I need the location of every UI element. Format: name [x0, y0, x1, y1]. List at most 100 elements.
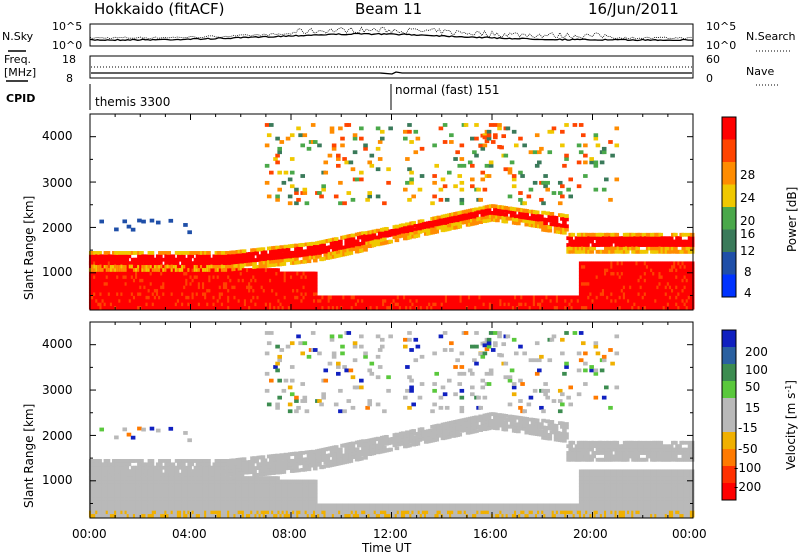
- power-echo-cell: [446, 226, 452, 231]
- power-echo-cell: [470, 136, 475, 141]
- power-echo-cell: [511, 177, 517, 182]
- power-echo-cell: [321, 184, 326, 189]
- power-echo-cell: [599, 232, 605, 237]
- power-echo-cell: [162, 251, 167, 255]
- cpid-mode-themis: themis 3300: [95, 95, 170, 109]
- power-echo-cell: [369, 153, 375, 158]
- power-echo-cell: [547, 225, 553, 230]
- velocity-echo-cell: [164, 469, 169, 474]
- power-echo-cell: [438, 126, 444, 131]
- power-echo-cell: [114, 227, 119, 232]
- power-echo-cell: [97, 251, 102, 255]
- power-echo-cell: [591, 232, 597, 237]
- power-echo-cell: [614, 236, 620, 241]
- power-echo-cell: [166, 251, 172, 255]
- velocity-echo-cell: [137, 426, 142, 431]
- power-echo-cell: [403, 129, 408, 134]
- power-echo-cell: [677, 239, 682, 244]
- power-echo-cell: [601, 146, 607, 151]
- velocity-echo-cell: [149, 426, 155, 431]
- date-title: 16/Jun/2011: [588, 0, 679, 18]
- power-echo-cell: [593, 187, 599, 192]
- power-echo-cell: [474, 207, 479, 212]
- power-echo-cell: [442, 221, 448, 225]
- power-echo-cell: [507, 194, 513, 199]
- power-echo-cell: [664, 236, 670, 241]
- power-echo-cell: [413, 129, 419, 134]
- power-echo-cell: [432, 223, 437, 228]
- power-echo-cell: [541, 180, 546, 185]
- nsearch-trace: [89, 26, 694, 40]
- power-cbar-swatch: [722, 139, 736, 163]
- power-echo-cell: [493, 204, 498, 209]
- power-echo-cell: [285, 247, 291, 252]
- power-echo-cell: [532, 180, 538, 185]
- power-echo-cell: [135, 257, 140, 262]
- power-echo-cell: [507, 170, 513, 175]
- power-echo-cell: [480, 212, 486, 217]
- power-echo-cell: [321, 256, 326, 261]
- power-echo-cell: [681, 232, 687, 237]
- power-echo-cell: [264, 257, 270, 261]
- velocity-echo-cell: [93, 459, 98, 463]
- power-echo-cell: [497, 126, 502, 131]
- power-echo-cell: [377, 157, 383, 161]
- power-echo-cell: [283, 170, 289, 175]
- power-echo-cell: [371, 236, 377, 241]
- power-echo-cell: [480, 146, 486, 151]
- power-echo-cell: [474, 221, 479, 225]
- power-echo-cell: [375, 194, 381, 199]
- power-echo-cell: [482, 135, 488, 140]
- power-echo-cell: [275, 194, 280, 199]
- power-echo-cell: [428, 220, 433, 225]
- power-echo-cell: [518, 197, 523, 202]
- power-cbar-swatch: [722, 117, 736, 140]
- velocity-echo-cell: [166, 462, 172, 467]
- power-echo-cell: [509, 213, 515, 218]
- power-echo-cell: [457, 224, 463, 229]
- power-echo-cell: [386, 167, 391, 172]
- power-echo-cell: [474, 136, 479, 141]
- power-echo-cell: [405, 222, 410, 227]
- power-echo-cell: [545, 211, 550, 216]
- power-echo-cell: [593, 163, 599, 168]
- power-echo-cell: [601, 236, 607, 241]
- power-echo-cell: [608, 243, 613, 247]
- power-echo-cell: [168, 261, 174, 266]
- power-echo-cell: [472, 218, 477, 222]
- power-echo-cell: [254, 251, 259, 256]
- power-echo-cell: [336, 163, 341, 168]
- power-echo-cell: [620, 239, 626, 244]
- power-echo-cell: [618, 246, 624, 251]
- power-echo-cell: [312, 278, 318, 283]
- power-echo-cell: [455, 221, 460, 226]
- power-echo-cell: [321, 243, 326, 248]
- power-echo-cell: [312, 292, 318, 296]
- velocity-echo-cell: [126, 462, 132, 467]
- power-echo-cell: [266, 263, 272, 268]
- power-echo-cell: [405, 180, 410, 185]
- noise-right-bottom-tick: 10^0: [706, 39, 736, 52]
- power-echo-cell: [289, 184, 295, 189]
- power-echo-cell: [181, 254, 186, 259]
- power-echo-cell: [689, 271, 695, 276]
- power-echo-cell: [321, 187, 326, 192]
- power-echo-cell: [126, 254, 132, 259]
- power-echo-cell: [302, 133, 308, 138]
- velocity-echo-cell: [170, 462, 176, 467]
- power-echo-cell: [557, 191, 563, 195]
- power-echo-cell: [317, 254, 322, 259]
- power-echo-cell: [685, 246, 691, 251]
- power-echo-cell: [302, 259, 308, 264]
- power-echo-cell: [564, 123, 569, 127]
- power-echo-cell: [189, 254, 195, 259]
- power-echo-cell: [562, 230, 567, 235]
- power-echo-cell: [589, 249, 594, 254]
- power-echo-cell: [132, 251, 138, 255]
- power-echo-cell: [379, 129, 385, 134]
- power-echo-cell: [252, 248, 257, 252]
- velocity-echo-cell: [132, 459, 138, 463]
- power-echo-cell: [118, 254, 123, 259]
- power-echo-cell: [350, 233, 356, 238]
- power-echo-cell: [601, 187, 607, 192]
